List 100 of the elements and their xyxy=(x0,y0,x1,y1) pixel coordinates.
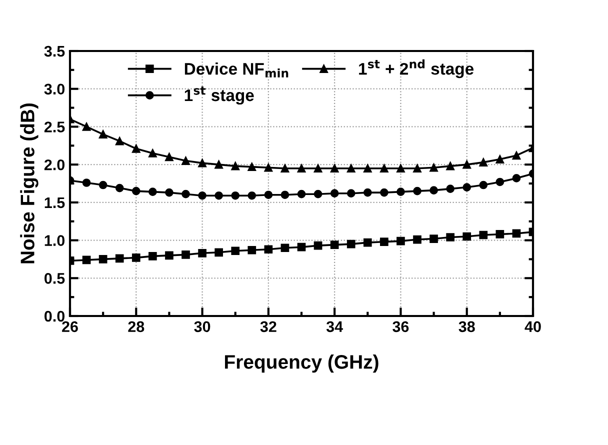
point xyxy=(198,158,206,168)
point xyxy=(115,136,124,146)
point xyxy=(430,234,438,243)
point xyxy=(198,191,206,200)
y-tick-label: 0.5 xyxy=(44,273,65,284)
point xyxy=(165,152,174,162)
point xyxy=(264,163,273,172)
point xyxy=(413,164,422,173)
point xyxy=(98,130,108,138)
point xyxy=(231,191,240,200)
x-tick-label: 32 xyxy=(260,321,276,332)
point xyxy=(496,178,504,186)
point xyxy=(231,162,240,170)
point xyxy=(380,188,388,197)
point xyxy=(479,230,488,240)
point xyxy=(446,162,454,170)
point xyxy=(280,244,290,252)
point xyxy=(314,241,322,250)
point xyxy=(98,255,108,264)
point xyxy=(280,190,290,200)
y-tick-label: 2.5 xyxy=(44,122,65,132)
point xyxy=(132,144,140,153)
point xyxy=(82,122,91,131)
y-axis-title: Noise Figure (dB) xyxy=(20,103,38,264)
y-tick-label: 1.5 xyxy=(44,197,65,208)
x-tick-label: 34 xyxy=(326,321,343,332)
point xyxy=(165,188,174,197)
point xyxy=(363,164,372,173)
point xyxy=(280,164,290,173)
legend-label: 1$^{st}$ + 2$^{nd}$ stage xyxy=(359,59,474,78)
point xyxy=(380,164,388,173)
point xyxy=(346,164,356,173)
point xyxy=(430,163,438,172)
y-tick-label: 1.0 xyxy=(44,235,65,246)
point xyxy=(214,191,223,200)
point xyxy=(462,160,472,169)
point xyxy=(512,229,521,238)
point xyxy=(148,252,157,260)
point xyxy=(132,186,140,196)
legend-label: Device NF$_{min}$ xyxy=(184,62,288,78)
point xyxy=(82,256,91,264)
point xyxy=(115,184,124,192)
point xyxy=(248,162,256,172)
point xyxy=(248,191,256,200)
x-tick-label: 40 xyxy=(524,321,541,332)
point xyxy=(446,233,454,242)
point xyxy=(413,186,422,196)
point xyxy=(446,184,454,193)
point xyxy=(462,183,472,192)
point xyxy=(479,158,488,166)
point xyxy=(512,174,521,182)
point xyxy=(363,238,372,247)
point xyxy=(214,160,223,169)
point xyxy=(363,188,372,197)
point xyxy=(148,149,157,158)
y-tick-label: 2.0 xyxy=(44,159,65,170)
point xyxy=(512,151,521,160)
point xyxy=(330,189,339,198)
y-tick-label: 3.0 xyxy=(44,84,65,95)
x-tick-label: 28 xyxy=(128,321,144,332)
point xyxy=(380,238,388,246)
point xyxy=(346,189,356,198)
point xyxy=(330,240,339,249)
point xyxy=(231,246,240,256)
point xyxy=(396,164,405,173)
point xyxy=(264,245,273,254)
point xyxy=(214,248,223,257)
point xyxy=(165,251,174,260)
point xyxy=(430,186,438,194)
point xyxy=(182,250,190,259)
point xyxy=(314,190,322,198)
point xyxy=(396,188,405,196)
x-axis-title: Frequency (GHz) xyxy=(225,354,378,373)
point xyxy=(132,254,140,262)
point xyxy=(496,230,504,238)
point xyxy=(314,164,322,173)
point xyxy=(115,254,124,263)
y-tick-label: 3.5 xyxy=(44,46,65,57)
x-tick-label: 36 xyxy=(392,321,409,332)
point xyxy=(330,164,339,173)
point xyxy=(479,180,488,190)
x-tick-label: 38 xyxy=(458,321,475,332)
point xyxy=(297,164,306,173)
point xyxy=(297,242,306,252)
point xyxy=(148,188,157,196)
point xyxy=(82,178,91,187)
x-tick-label: 30 xyxy=(194,321,210,332)
point xyxy=(248,246,256,254)
y-tick-label: 0.0 xyxy=(44,310,65,322)
point xyxy=(297,190,306,198)
point xyxy=(198,248,206,258)
x-tick-label: 26 xyxy=(62,321,78,332)
legend-label: 1$^{st}$ stage xyxy=(184,86,254,105)
point xyxy=(98,180,108,190)
point xyxy=(264,190,273,200)
point xyxy=(496,155,504,164)
point xyxy=(182,190,190,198)
point xyxy=(346,240,356,248)
point xyxy=(462,232,472,241)
point xyxy=(396,236,405,246)
